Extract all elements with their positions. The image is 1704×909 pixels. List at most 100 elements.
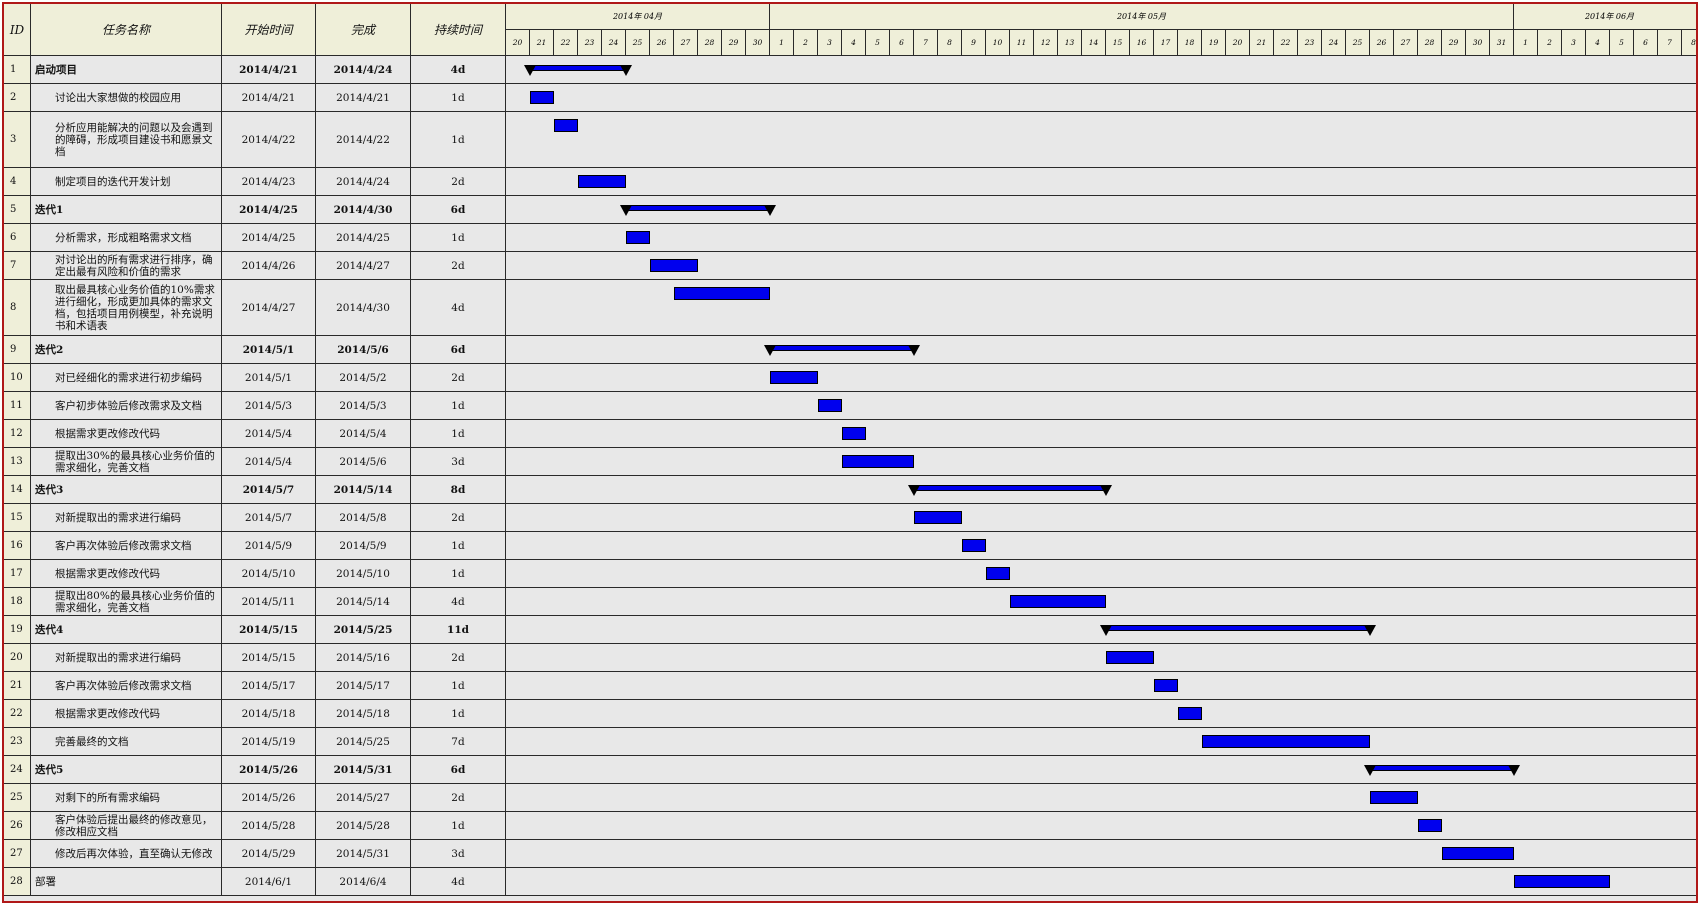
- task-name-cell[interactable]: 提取出30%的最具核心业务价值的需求细化，完善文档: [31, 448, 222, 476]
- task-name-cell[interactable]: 修改后再次体验，直至确认无修改: [31, 840, 222, 868]
- summary-start-marker: [1364, 765, 1376, 776]
- task-bar[interactable]: [1370, 791, 1418, 804]
- task-id-cell: 22: [4, 700, 31, 728]
- task-name-cell[interactable]: 根据需求更改修改代码: [31, 700, 222, 728]
- summary-bar[interactable]: [914, 485, 1106, 491]
- task-name-cell[interactable]: 客户再次体验后修改需求文档: [31, 532, 222, 560]
- task-bar[interactable]: [1010, 595, 1106, 608]
- task-duration-cell: 1d: [411, 812, 506, 840]
- summary-start-marker: [908, 485, 920, 496]
- gantt-row: [506, 84, 1696, 112]
- task-name-cell[interactable]: 根据需求更改修改代码: [31, 420, 222, 448]
- task-duration-cell: 6d: [411, 336, 506, 364]
- summary-end-marker: [908, 345, 920, 356]
- task-duration-cell: 6d: [411, 196, 506, 224]
- task-id-cell: 26: [4, 812, 31, 840]
- task-bar[interactable]: [626, 231, 650, 244]
- task-id-cell: 10: [4, 364, 31, 392]
- task-name-cell[interactable]: 迭代5: [31, 756, 222, 784]
- task-bar[interactable]: [1514, 875, 1610, 888]
- day-header: 20: [506, 30, 530, 56]
- task-name-cell[interactable]: 迭代2: [31, 336, 222, 364]
- day-header: 14: [1082, 30, 1106, 56]
- column-header-name[interactable]: 任务名称: [31, 4, 222, 56]
- task-bar[interactable]: [578, 175, 626, 188]
- task-bar[interactable]: [1106, 651, 1154, 664]
- task-bar[interactable]: [554, 119, 578, 132]
- task-start-cell: 2014/5/4: [222, 448, 316, 476]
- column-header-start[interactable]: 开始时间: [222, 4, 316, 56]
- task-name-cell[interactable]: 部署: [31, 868, 222, 896]
- task-bar[interactable]: [1154, 679, 1178, 692]
- task-bar[interactable]: [674, 287, 770, 300]
- task-start-cell: 2014/5/10: [222, 560, 316, 588]
- gantt-row: [506, 812, 1696, 840]
- gantt-row: [506, 672, 1696, 700]
- task-id-cell: 9: [4, 336, 31, 364]
- task-bar[interactable]: [770, 371, 818, 384]
- task-finish-cell: 2014/5/8: [316, 504, 411, 532]
- task-bar[interactable]: [914, 511, 962, 524]
- day-header: 28: [698, 30, 722, 56]
- task-finish-cell: 2014/5/10: [316, 560, 411, 588]
- task-name-cell[interactable]: 讨论出大家想做的校园应用: [31, 84, 222, 112]
- task-bar[interactable]: [842, 427, 866, 440]
- task-start-cell: 2014/5/28: [222, 812, 316, 840]
- task-name-cell[interactable]: 客户初步体验后修改需求及文档: [31, 392, 222, 420]
- task-bar[interactable]: [986, 567, 1010, 580]
- summary-bar[interactable]: [770, 345, 914, 351]
- task-id-cell: 7: [4, 252, 31, 280]
- summary-bar[interactable]: [1370, 765, 1514, 771]
- task-name-cell[interactable]: 分析应用能解决的问题以及会遇到的障碍，形成项目建设书和愿景文档: [31, 112, 222, 168]
- task-bar[interactable]: [962, 539, 986, 552]
- task-duration-cell: 1d: [411, 560, 506, 588]
- task-bar[interactable]: [530, 91, 554, 104]
- gantt-row: [506, 588, 1696, 616]
- task-finish-cell: 2014/5/16: [316, 644, 411, 672]
- task-name-cell[interactable]: 完善最终的文档: [31, 728, 222, 756]
- task-name-cell[interactable]: 迭代4: [31, 616, 222, 644]
- task-name-cell[interactable]: 客户体验后提出最终的修改意见，修改相应文档: [31, 812, 222, 840]
- task-duration-cell: 1d: [411, 672, 506, 700]
- task-name-cell[interactable]: 对剩下的所有需求编码: [31, 784, 222, 812]
- task-start-cell: 2014/4/21: [222, 84, 316, 112]
- task-name-cell[interactable]: 根据需求更改修改代码: [31, 560, 222, 588]
- column-header-id[interactable]: ID: [4, 4, 31, 56]
- task-bar[interactable]: [650, 259, 698, 272]
- task-name-cell[interactable]: 分析需求，形成粗略需求文档: [31, 224, 222, 252]
- summary-bar[interactable]: [530, 65, 626, 71]
- day-header: 2: [1538, 30, 1562, 56]
- task-bar[interactable]: [1202, 735, 1370, 748]
- task-name-cell[interactable]: 对新提取出的需求进行编码: [31, 644, 222, 672]
- task-id-cell: 5: [4, 196, 31, 224]
- gantt-row: [506, 532, 1696, 560]
- day-header: 18: [1178, 30, 1202, 56]
- task-name-cell[interactable]: 启动项目: [31, 56, 222, 84]
- task-name-cell[interactable]: 制定项目的迭代开发计划: [31, 168, 222, 196]
- task-name-cell[interactable]: 对新提取出的需求进行编码: [31, 504, 222, 532]
- task-name-cell[interactable]: 对讨论出的所有需求进行排序，确定出最有风险和价值的需求: [31, 252, 222, 280]
- task-name-cell[interactable]: 客户再次体验后修改需求文档: [31, 672, 222, 700]
- gantt-row: [506, 196, 1696, 224]
- column-header-finish[interactable]: 完成: [316, 4, 411, 56]
- day-header: 30: [746, 30, 770, 56]
- summary-bar[interactable]: [1106, 625, 1370, 631]
- task-finish-cell: 2014/5/6: [316, 336, 411, 364]
- summary-bar[interactable]: [626, 205, 770, 211]
- gantt-row: [506, 56, 1696, 84]
- day-header: 25: [626, 30, 650, 56]
- task-name-cell[interactable]: 对已经细化的需求进行初步编码: [31, 364, 222, 392]
- task-finish-cell: 2014/5/9: [316, 532, 411, 560]
- task-name-cell[interactable]: 取出最具核心业务价值的10%需求进行细化，形成更加具体的需求文档，包括项目用例模…: [31, 280, 222, 336]
- column-header-duration[interactable]: 持续时间: [411, 4, 506, 56]
- task-bar[interactable]: [1442, 847, 1514, 860]
- task-bar[interactable]: [1418, 819, 1442, 832]
- task-name-cell[interactable]: 迭代3: [31, 476, 222, 504]
- task-bar[interactable]: [1178, 707, 1202, 720]
- task-name-cell[interactable]: 提取出80%的最具核心业务价值的需求细化，完善文档: [31, 588, 222, 616]
- task-id-cell: 18: [4, 588, 31, 616]
- task-bar[interactable]: [842, 455, 914, 468]
- task-bar[interactable]: [818, 399, 842, 412]
- day-header: 22: [1274, 30, 1298, 56]
- task-name-cell[interactable]: 迭代1: [31, 196, 222, 224]
